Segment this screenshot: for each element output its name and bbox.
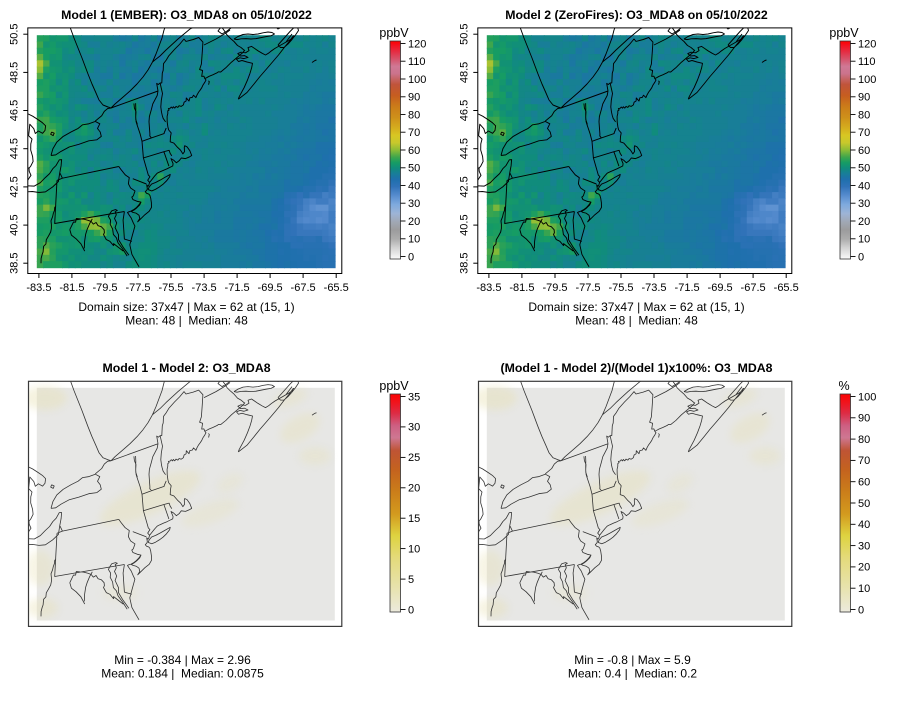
svg-text:42.5: 42.5	[9, 176, 21, 197]
svg-text:-83.5: -83.5	[26, 282, 51, 294]
svg-text:20: 20	[858, 216, 870, 228]
svg-text:48.5: 48.5	[459, 62, 471, 83]
svg-text:15: 15	[408, 513, 420, 525]
svg-text:-75.5: -75.5	[608, 282, 633, 294]
svg-text:-79.5: -79.5	[542, 282, 567, 294]
svg-text:5: 5	[408, 574, 414, 586]
svg-text:-71.5: -71.5	[675, 282, 700, 294]
svg-text:110: 110	[408, 56, 426, 68]
svg-text:Min = -0.8 | Max = 5.9: Min = -0.8 | Max = 5.9	[574, 653, 691, 667]
svg-text:-65.5: -65.5	[324, 282, 349, 294]
svg-text:ppbV: ppbV	[829, 26, 859, 40]
svg-text:80: 80	[858, 434, 870, 446]
svg-text:20: 20	[408, 216, 420, 228]
svg-text:0: 0	[858, 604, 864, 616]
svg-text:90: 90	[408, 92, 420, 104]
svg-text:44.5: 44.5	[459, 138, 471, 159]
svg-text:10: 10	[408, 543, 420, 555]
svg-text:-71.5: -71.5	[225, 282, 250, 294]
svg-text:46.5: 46.5	[459, 100, 471, 121]
svg-text:40: 40	[858, 519, 870, 531]
svg-text:-67.5: -67.5	[741, 282, 766, 294]
svg-text:90: 90	[858, 92, 870, 104]
svg-text:38.5: 38.5	[459, 252, 471, 273]
svg-text:ppbV: ppbV	[379, 379, 409, 393]
svg-text:80: 80	[408, 109, 420, 121]
svg-text:30: 30	[408, 422, 420, 434]
svg-text:Model 1 - Model 2: O3_MDA8: Model 1 - Model 2: O3_MDA8	[102, 361, 270, 375]
svg-text:40: 40	[408, 180, 420, 192]
svg-text:-73.5: -73.5	[192, 282, 217, 294]
svg-text:38.5: 38.5	[9, 252, 21, 273]
svg-text:35: 35	[408, 391, 420, 403]
svg-text:-77.5: -77.5	[125, 282, 150, 294]
svg-text:40: 40	[858, 180, 870, 192]
svg-text:25: 25	[408, 452, 420, 464]
svg-text:-83.5: -83.5	[476, 282, 501, 294]
svg-text:Domain size: 37x47 | Max = 62: Domain size: 37x47 | Max = 62 at (15, 1)	[78, 300, 294, 314]
svg-text:50: 50	[858, 498, 870, 510]
svg-text:30: 30	[408, 198, 420, 210]
svg-text:Model 1 (EMBER): O3_MDA8 on 05: Model 1 (EMBER): O3_MDA8 on 05/10/2022	[61, 8, 312, 22]
svg-text:%: %	[838, 379, 849, 393]
svg-text:-65.5: -65.5	[774, 282, 799, 294]
svg-text:120: 120	[858, 38, 876, 50]
svg-text:10: 10	[858, 234, 870, 246]
svg-text:Mean: 0.184 | Median: 0.0875: Mean: 0.184 | Median: 0.0875	[101, 667, 264, 681]
svg-text:0: 0	[408, 604, 414, 616]
svg-text:(Model 1 - Model 2)/(Model 1)x: (Model 1 - Model 2)/(Model 1)x100%: O3_M…	[501, 361, 773, 375]
svg-text:60: 60	[408, 145, 420, 157]
svg-text:-81.5: -81.5	[509, 282, 534, 294]
svg-text:50: 50	[858, 163, 870, 175]
svg-text:40.5: 40.5	[459, 214, 471, 235]
svg-text:80: 80	[858, 109, 870, 121]
svg-text:50.5: 50.5	[9, 23, 21, 44]
svg-text:48.5: 48.5	[9, 62, 21, 83]
svg-text:20: 20	[408, 483, 420, 495]
svg-text:-77.5: -77.5	[575, 282, 600, 294]
svg-text:10: 10	[858, 583, 870, 595]
svg-text:Mean: 0.4 | Median: 0.2: Mean: 0.4 | Median: 0.2	[568, 667, 698, 681]
svg-text:50: 50	[408, 163, 420, 175]
svg-text:46.5: 46.5	[9, 100, 21, 121]
svg-text:Domain size: 37x47 | Max = 62: Domain size: 37x47 | Max = 62 at (15, 1)	[528, 300, 744, 314]
svg-text:Model 2 (ZeroFires): O3_MDA8 o: Model 2 (ZeroFires): O3_MDA8 on 05/10/20…	[505, 8, 768, 22]
svg-text:42.5: 42.5	[459, 176, 471, 197]
svg-text:70: 70	[408, 127, 420, 139]
svg-text:0: 0	[858, 251, 864, 263]
svg-text:-73.5: -73.5	[641, 282, 666, 294]
svg-text:60: 60	[858, 145, 870, 157]
svg-text:40.5: 40.5	[9, 214, 21, 235]
svg-text:-69.5: -69.5	[258, 282, 283, 294]
svg-text:60: 60	[858, 477, 870, 489]
svg-text:10: 10	[408, 234, 420, 246]
svg-text:100: 100	[858, 391, 876, 403]
svg-text:110: 110	[858, 56, 876, 68]
svg-text:Mean: 48 | Median: 48: Mean: 48 | Median: 48	[575, 314, 698, 328]
svg-text:100: 100	[858, 74, 876, 86]
svg-text:-67.5: -67.5	[291, 282, 316, 294]
svg-text:50.5: 50.5	[459, 23, 471, 44]
svg-text:30: 30	[858, 198, 870, 210]
svg-text:-69.5: -69.5	[708, 282, 733, 294]
svg-text:0: 0	[408, 251, 414, 263]
svg-text:-75.5: -75.5	[158, 282, 183, 294]
svg-text:-79.5: -79.5	[92, 282, 117, 294]
svg-text:44.5: 44.5	[9, 138, 21, 159]
svg-text:30: 30	[858, 540, 870, 552]
svg-text:Mean: 48 | Median: 48: Mean: 48 | Median: 48	[125, 314, 248, 328]
svg-text:ppbV: ppbV	[379, 26, 409, 40]
svg-text:100: 100	[408, 74, 426, 86]
svg-text:-81.5: -81.5	[59, 282, 84, 294]
svg-text:90: 90	[858, 413, 870, 425]
svg-text:Min = -0.384 | Max = 2.96: Min = -0.384 | Max = 2.96	[114, 653, 251, 667]
svg-text:20: 20	[858, 562, 870, 574]
svg-text:120: 120	[408, 38, 426, 50]
svg-text:70: 70	[858, 127, 870, 139]
svg-text:70: 70	[858, 455, 870, 467]
